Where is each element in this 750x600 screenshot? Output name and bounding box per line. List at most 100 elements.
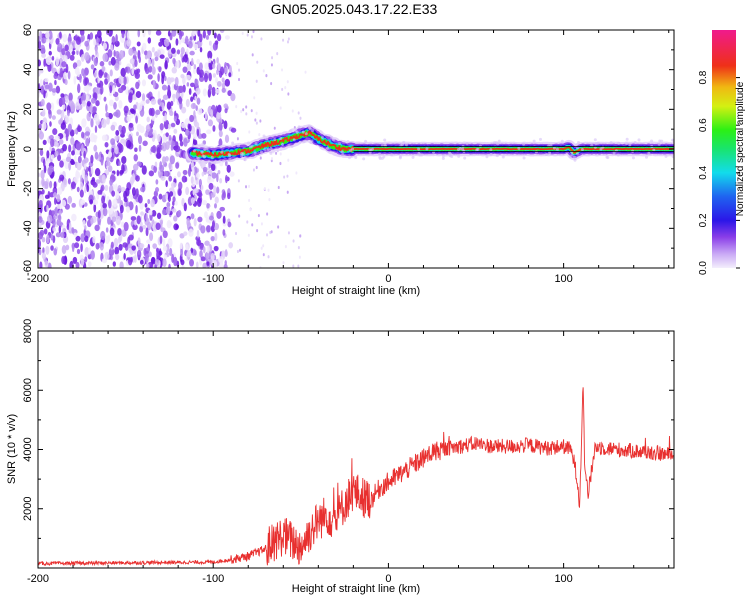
spectrogram-noise-cell: [75, 102, 80, 110]
spectrogram-noise-cell: [256, 166, 258, 169]
spectrogram-noise-cell: [108, 151, 112, 158]
spectrogram-noise-cell: [58, 210, 62, 215]
spectrogram-noise-cell: [149, 170, 154, 176]
spectrogram-noise-cell: [197, 217, 202, 223]
spectrogram-noise-cell: [180, 259, 184, 265]
spectrogram-noise-cell: [95, 168, 100, 176]
spectrogram-noise-cell: [260, 156, 262, 159]
spectrogram-noise-cell: [148, 58, 151, 67]
spectrogram-noise-cell: [98, 210, 101, 219]
spectrogram-noise-cell: [271, 63, 273, 66]
spectrogram-noise-cell: [189, 51, 194, 56]
spectrogram-noise-cell: [137, 41, 141, 46]
spectrogram-noise-cell: [54, 151, 58, 157]
spectrogram-noise-cell: [104, 72, 107, 77]
spectrogram-noise-cell: [123, 253, 125, 260]
spectrogram-noise-cell: [84, 86, 89, 92]
spectrogram-x-axis-label: Height of straight line (km): [292, 285, 420, 297]
spectrogram-noise-cell: [545, 153, 548, 156]
spectrogram-noise-cell: [183, 231, 187, 236]
spectrogram-noise-cell: [212, 172, 217, 179]
spectrogram-noise-cell: [164, 112, 167, 121]
spectrogram-noise-cell: [126, 140, 131, 149]
spectrogram-noise-cell: [160, 235, 163, 244]
spectrogram-noise-cell: [118, 185, 122, 192]
spectrogram-noise-cell: [134, 59, 137, 67]
spectrogram-noise-cell: [40, 149, 44, 156]
spectrogram-noise-cell: [90, 250, 95, 259]
spectrogram-noise-cell: [268, 189, 270, 192]
spectrogram-noise-cell: [53, 73, 57, 79]
spectrogram-noise-cell: [338, 142, 341, 145]
spectrogram-noise-cell: [148, 131, 152, 135]
spectrogram-noise-cell: [125, 188, 129, 197]
spectrogram-noise-cell: [212, 63, 215, 68]
spectrogram-noise-cell: [209, 183, 214, 190]
spectrogram-noise-cell: [261, 247, 263, 250]
spectrogram-noise-cell: [479, 145, 482, 148]
spectrogram-noise-cell: [175, 162, 179, 169]
spectrogram-noise-cell: [52, 56, 54, 61]
spectrogram-noise-cell: [637, 138, 640, 141]
spectrogram-noise-cell: [148, 37, 152, 43]
spectrogram-noise-cell: [362, 157, 365, 160]
spectrogram-noise-cell: [203, 30, 206, 38]
spectrogram-noise-cell: [198, 144, 201, 147]
spectrogram-noise-cell: [52, 115, 56, 120]
spectrogram-noise-cell: [142, 79, 146, 86]
spectrogram-noise-cell: [105, 185, 109, 191]
spectrogram-noise-cell: [49, 121, 52, 127]
spectrogram-noise-cell: [248, 185, 250, 188]
spectrogram-noise-cell: [228, 157, 231, 160]
spectrogram-noise-cell: [215, 89, 220, 94]
spectrogram-noise-cell: [55, 207, 58, 217]
spectrogram-noise-cell: [54, 181, 57, 188]
spectrogram-noise-cell: [476, 148, 479, 151]
spectrogram-noise-cell: [128, 48, 133, 56]
spectrogram-noise-cell: [206, 261, 209, 265]
spectrogram-noise-cell: [44, 228, 48, 234]
spectrogram-noise-cell: [258, 133, 260, 136]
snr-x-tick-label: 100: [554, 573, 572, 585]
spectrogram-noise-cell: [149, 232, 153, 241]
spectrogram-noise-cell: [209, 41, 212, 46]
spectrogram-noise-cell: [224, 108, 227, 113]
spectrogram-noise-cell: [215, 197, 219, 204]
spectrogram-noise-cell: [249, 208, 251, 211]
spectrogram-noise-cell: [140, 101, 145, 106]
spectrogram-noise-cell: [90, 155, 93, 164]
spectrogram-noise-cell: [238, 215, 240, 218]
spectrogram-noise-cell: [86, 185, 89, 192]
spectrogram-noise-cell: [115, 254, 119, 260]
spectrogram-noise-cell: [94, 225, 99, 231]
spectrogram-noise-cell: [204, 73, 208, 82]
spectrogram-noise-cell: [45, 85, 50, 89]
spectrogram-noise-cell: [265, 74, 267, 77]
spectrogram-noise-cell: [95, 100, 99, 106]
spectrogram-noise-cell: [201, 256, 206, 261]
spectrogram-noise-cell: [112, 85, 115, 94]
spectrogram-noise-cell: [202, 172, 205, 177]
spectrogram-noise-cell: [214, 203, 217, 208]
spectrogram-noise-cell: [190, 96, 193, 102]
spectrogram-noise-cell: [56, 142, 59, 147]
spectrogram-noise-cell: [181, 37, 185, 43]
spectrogram-noise-cell: [179, 134, 183, 142]
spectrogram-noise-cell: [110, 138, 115, 145]
spectrogram-content: [36, 27, 675, 272]
spectrogram-noise-cell: [293, 138, 296, 141]
spectrogram-noise-cell: [556, 148, 559, 151]
spectrogram-noise-cell: [133, 51, 137, 56]
spectrogram-noise-cell: [60, 117, 63, 123]
spectrogram-noise-cell: [110, 228, 115, 237]
spectrogram-noise-cell: [183, 138, 187, 147]
spectrogram-noise-cell: [75, 67, 80, 75]
spectrogram-noise-cell: [225, 35, 230, 39]
spectrogram-noise-cell: [200, 225, 205, 233]
spectrogram-noise-cell: [49, 181, 52, 189]
spectrogram-noise-cell: [196, 59, 200, 64]
spectrogram-noise-cell: [299, 141, 302, 144]
spectrogram-noise-cell: [180, 141, 184, 146]
spectrogram-noise-cell: [346, 140, 349, 143]
spectrogram-noise-cell: [122, 32, 125, 38]
